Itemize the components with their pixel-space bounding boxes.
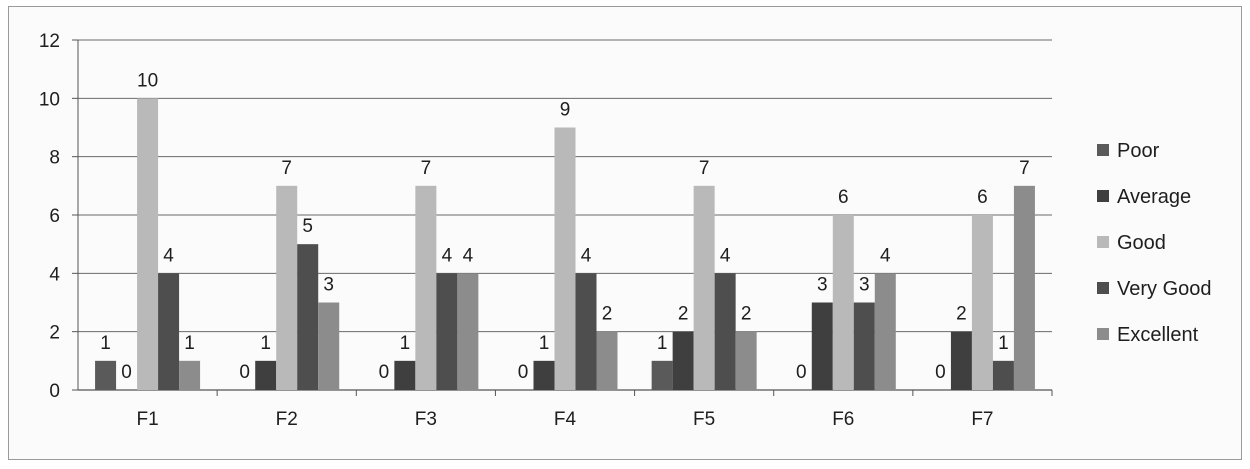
y-axis-ticks: 0 2 4 6 8 10 12 xyxy=(39,31,78,402)
data-label: 3 xyxy=(323,275,334,296)
data-label: 0 xyxy=(935,362,946,383)
bar-F5-good xyxy=(693,185,715,390)
legend-swatch xyxy=(1097,190,1109,202)
data-label: 3 xyxy=(817,275,828,296)
data-label: 9 xyxy=(560,100,571,121)
data-label: 0 xyxy=(239,362,250,383)
chart-frame xyxy=(8,6,1242,460)
bar-F4-excellent xyxy=(596,331,618,390)
data-label: 1 xyxy=(184,333,195,354)
bars xyxy=(95,98,1035,390)
legend-label: Excellent xyxy=(1117,324,1199,346)
data-label: 4 xyxy=(442,245,453,266)
y-tick-label: 10 xyxy=(39,89,60,110)
y-tick-label: 2 xyxy=(49,323,60,344)
x-tick-label: F6 xyxy=(832,409,854,430)
data-label: 2 xyxy=(741,304,752,325)
data-label: 2 xyxy=(956,304,967,325)
bar-F5-poor xyxy=(651,360,673,390)
bar-F5-excellent xyxy=(735,331,757,390)
bar-F2-good xyxy=(276,185,298,390)
data-label: 2 xyxy=(678,304,689,325)
legend: Poor Average Good Very Good Excellent xyxy=(1097,140,1212,346)
data-label: 1 xyxy=(657,333,668,354)
bar-F1-excellent xyxy=(179,360,201,390)
bar-F3-excellent xyxy=(457,273,479,390)
data-label: 1 xyxy=(260,333,271,354)
legend-swatch xyxy=(1097,282,1109,294)
legend-swatch xyxy=(1097,144,1109,156)
bar-F4-very-good xyxy=(575,273,597,390)
data-label: 1 xyxy=(400,333,411,354)
data-label: 2 xyxy=(602,304,613,325)
bar-F2-average xyxy=(255,360,277,390)
bar-F7-excellent xyxy=(1013,185,1035,390)
data-label: 4 xyxy=(581,245,592,266)
y-tick-label: 8 xyxy=(49,148,60,169)
data-label: 7 xyxy=(281,158,292,179)
bar-F2-excellent xyxy=(318,302,340,390)
legend-label: Average xyxy=(1117,186,1191,208)
x-tick-label: F5 xyxy=(693,409,715,430)
bar-F1-good xyxy=(137,98,159,390)
x-tick-label: F4 xyxy=(554,409,577,430)
data-label: 1 xyxy=(100,333,111,354)
bar-F5-average xyxy=(672,331,694,390)
x-axis-ticks: F1 F2 F3 F4 F5 F6 F7 xyxy=(136,390,1053,430)
data-label: 4 xyxy=(720,245,731,266)
data-label: 10 xyxy=(137,70,158,91)
bar-F7-very-good xyxy=(992,360,1014,390)
data-label: 0 xyxy=(121,362,132,383)
data-label: 7 xyxy=(699,158,710,179)
bar-F4-good xyxy=(554,127,576,390)
bar-F6-very-good xyxy=(853,302,875,390)
data-label: 0 xyxy=(796,362,807,383)
x-tick-label: F2 xyxy=(276,409,298,430)
bar-F6-average xyxy=(811,302,833,390)
data-label: 0 xyxy=(379,362,390,383)
y-tick-label: 6 xyxy=(49,206,60,227)
data-label: 4 xyxy=(163,245,174,266)
legend-label: Very Good xyxy=(1117,278,1212,300)
x-tick-label: F7 xyxy=(971,409,993,430)
data-label: 6 xyxy=(977,187,988,208)
bar-F3-very-good xyxy=(436,273,458,390)
bar-F5-very-good xyxy=(714,273,736,390)
data-label: 6 xyxy=(838,187,849,208)
data-label: 3 xyxy=(859,275,870,296)
y-tick-label: 12 xyxy=(39,31,60,52)
bar-F1-poor xyxy=(95,360,117,390)
bar-F1-very-good xyxy=(158,273,180,390)
bar-F3-good xyxy=(415,185,437,390)
bar-F4-average xyxy=(533,360,555,390)
y-tick-label: 4 xyxy=(49,264,60,285)
data-label: 5 xyxy=(302,216,313,237)
legend-label: Good xyxy=(1117,232,1166,254)
legend-swatch xyxy=(1097,236,1109,248)
data-label: 1 xyxy=(998,333,1009,354)
bar-F7-average xyxy=(950,331,972,390)
data-label: 7 xyxy=(1019,158,1030,179)
data-label: 7 xyxy=(421,158,432,179)
x-tick-label: F3 xyxy=(415,409,437,430)
data-label: 1 xyxy=(539,333,550,354)
bar-F6-good xyxy=(832,215,854,390)
data-label: 0 xyxy=(518,362,529,383)
legend-swatch xyxy=(1097,328,1109,340)
bar-F2-very-good xyxy=(297,244,319,390)
bar-F7-good xyxy=(971,215,993,390)
bar-F3-average xyxy=(394,360,416,390)
bar-F6-excellent xyxy=(874,273,896,390)
data-label: 4 xyxy=(463,245,474,266)
legend-label: Poor xyxy=(1117,140,1160,162)
y-tick-label: 0 xyxy=(49,381,60,402)
x-tick-label: F1 xyxy=(136,409,158,430)
data-label: 4 xyxy=(880,245,891,266)
